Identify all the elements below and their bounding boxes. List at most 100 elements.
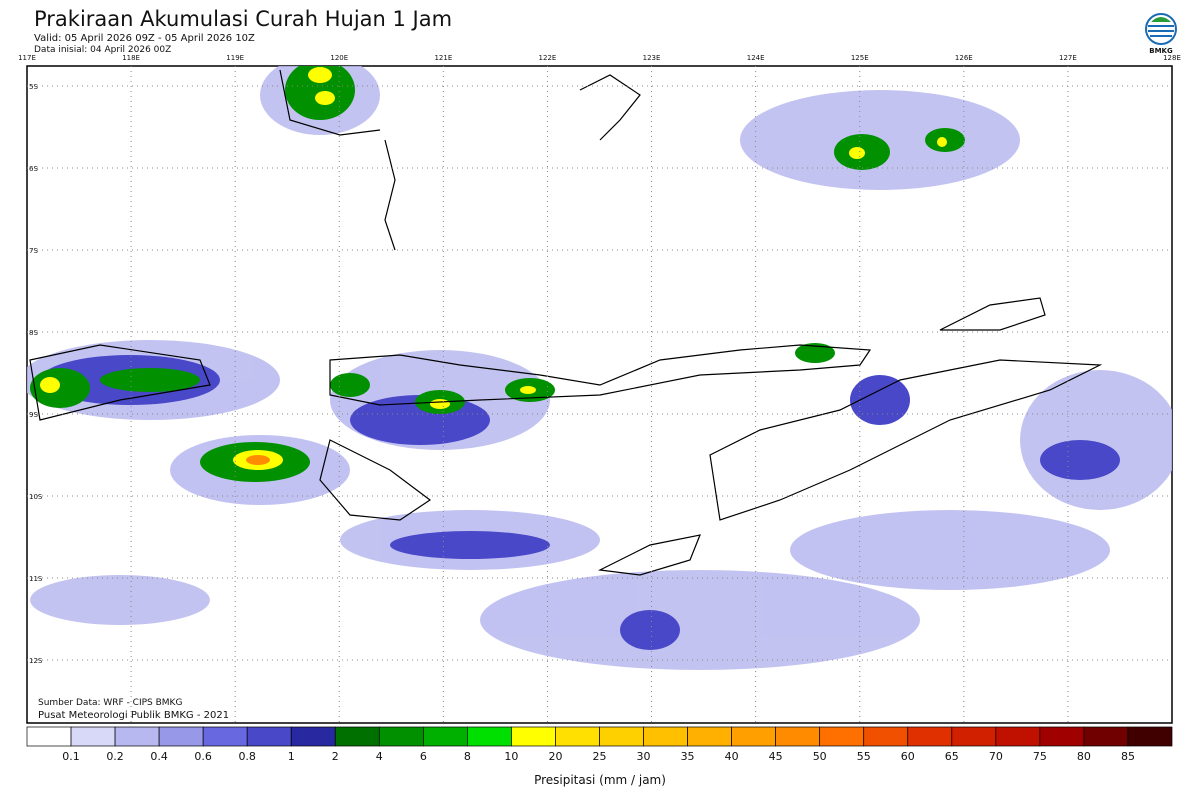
colorbar-bin bbox=[643, 726, 688, 747]
map-shape bbox=[315, 91, 335, 105]
colorbar-label: 25 bbox=[593, 750, 607, 763]
lon-label: 117E bbox=[18, 54, 36, 62]
lon-label: 120E bbox=[330, 54, 348, 62]
colorbar-label: 0.1 bbox=[62, 750, 80, 763]
colorbar-label: 20 bbox=[548, 750, 562, 763]
map-shape bbox=[40, 67, 947, 470]
map-shape bbox=[308, 67, 332, 83]
colorbar-label: 65 bbox=[945, 750, 959, 763]
colorbar-label: 50 bbox=[813, 750, 827, 763]
map-shape bbox=[330, 373, 370, 397]
lon-label: 127E bbox=[1059, 54, 1077, 62]
lon-label: 124E bbox=[747, 54, 765, 62]
colorbar-bin bbox=[731, 726, 777, 747]
lat-label: 12S bbox=[29, 657, 43, 665]
colorbar-bin bbox=[422, 726, 468, 747]
colorbar-label: 2 bbox=[332, 750, 339, 763]
source: Sumber Data: WRF - CIPS BMKG bbox=[38, 698, 182, 708]
colorbar-bin bbox=[863, 726, 909, 747]
lon-label: 123E bbox=[643, 54, 661, 62]
map-shape bbox=[520, 386, 536, 394]
colorbar-label: 6 bbox=[420, 750, 427, 763]
colorbar-bin bbox=[70, 726, 116, 747]
map-shape bbox=[100, 368, 200, 392]
lat-label: 5S bbox=[29, 83, 38, 91]
map-shape bbox=[579, 74, 641, 141]
graticule: 117E 118E 119E 120E 121E 122E 123E 124E 125E 126E… bbox=[18, 54, 1181, 723]
colorbar-label: 0.6 bbox=[194, 750, 212, 763]
colorbar-bin bbox=[995, 726, 1041, 747]
lat-label: 6S bbox=[29, 165, 38, 173]
credit: Pusat Meteorologi Publik BMKG - 2021 bbox=[38, 710, 229, 721]
map-shape bbox=[384, 139, 396, 251]
lat-label: 10S bbox=[29, 493, 43, 501]
colorbar-bin bbox=[1083, 726, 1129, 747]
colorbar-label: 10 bbox=[504, 750, 518, 763]
lon-label: 121E bbox=[434, 54, 452, 62]
colorbar-label: 80 bbox=[1077, 750, 1091, 763]
map-shape bbox=[29, 69, 1103, 576]
map-shape bbox=[430, 399, 450, 409]
lon-label: 122E bbox=[539, 54, 557, 62]
map-shape bbox=[329, 344, 872, 406]
logo-text: BMKG bbox=[1149, 47, 1173, 55]
colorbar-bin bbox=[951, 726, 997, 747]
map-shape bbox=[30, 368, 90, 408]
map-shape bbox=[279, 69, 381, 136]
lon-label: 128E bbox=[1163, 54, 1181, 62]
colorbar-bin bbox=[202, 726, 248, 747]
map-shape bbox=[30, 575, 210, 625]
colorbar-label: 30 bbox=[637, 750, 651, 763]
map-shape bbox=[937, 137, 947, 147]
colorbar-bin bbox=[907, 726, 953, 747]
logo: BMKG bbox=[1145, 13, 1177, 55]
map-shape bbox=[1148, 25, 1174, 37]
title: Prakiraan Akumulasi Curah Hujan 1 Jam bbox=[34, 7, 452, 31]
lon-label: 118E bbox=[122, 54, 140, 62]
colorbar-bin bbox=[158, 726, 204, 747]
colorbar-bin bbox=[555, 726, 600, 747]
colorbar-label: 4 bbox=[376, 750, 383, 763]
colorbar-label: 0.4 bbox=[150, 750, 168, 763]
colorbar-bin bbox=[467, 726, 512, 747]
colorbar-label: 0.2 bbox=[106, 750, 124, 763]
colorbar-bin bbox=[819, 726, 865, 747]
colorbar-bin bbox=[687, 726, 732, 747]
colorbar-label: 85 bbox=[1121, 750, 1135, 763]
colorbar-label: 1 bbox=[288, 750, 295, 763]
map-shape bbox=[480, 570, 920, 670]
valid-time: Valid: 05 April 2026 09Z - 05 April 2026… bbox=[34, 33, 255, 44]
colorbar-label: 70 bbox=[989, 750, 1003, 763]
colorbar-bin bbox=[775, 726, 821, 747]
lat-label: 8S bbox=[29, 329, 38, 337]
map-shape bbox=[1040, 440, 1120, 480]
colorbar-label: 60 bbox=[901, 750, 915, 763]
lon-label: 126E bbox=[955, 54, 973, 62]
lon-label: 119E bbox=[226, 54, 244, 62]
precip-field bbox=[27, 66, 1172, 670]
map-shape bbox=[620, 610, 680, 650]
map-shape bbox=[790, 510, 1110, 590]
map-shape bbox=[597, 534, 701, 576]
colorbar-bin bbox=[114, 726, 160, 747]
map-shape bbox=[795, 343, 835, 363]
colorbar-label: 40 bbox=[725, 750, 739, 763]
colorbar-label: 35 bbox=[681, 750, 695, 763]
map-shape bbox=[849, 147, 865, 159]
colorbar: 0.1 0.2 0.4 0.6 0.8 1 2 4 6 8 10 20 25 30 35 40 45 50 55 60… bbox=[26, 726, 1173, 763]
colorbar-bin bbox=[1039, 726, 1085, 747]
colorbar-bin bbox=[599, 726, 644, 747]
map-shape bbox=[319, 439, 432, 521]
colorbar-bin bbox=[246, 726, 292, 747]
colorbar-bin bbox=[378, 726, 424, 747]
lat-label: 7S bbox=[29, 247, 38, 255]
colorbar-bin bbox=[511, 726, 556, 747]
map-shape bbox=[40, 377, 60, 393]
lat-label: 11S bbox=[29, 575, 43, 583]
colorbar-label: 55 bbox=[857, 750, 871, 763]
colorbar-bin bbox=[290, 726, 336, 747]
colorbar-label: 45 bbox=[769, 750, 783, 763]
colorbar-bin bbox=[26, 726, 72, 747]
init-time: Data inisial: 04 April 2026 00Z bbox=[34, 45, 171, 55]
